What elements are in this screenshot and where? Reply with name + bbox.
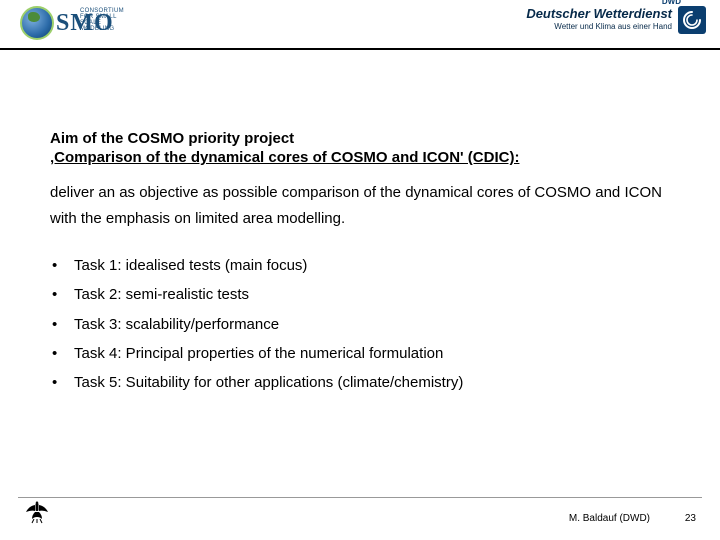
list-item: Task 3: scalability/performance [50,310,670,339]
footer-rule [18,497,702,498]
globe-icon [20,6,54,40]
list-item: Task 2: semi-realistic tests [50,280,670,309]
eagle-icon [22,497,52,532]
intro-paragraph: deliver an as objective as possible comp… [50,180,670,231]
list-item: Task 4: Principal properties of the nume… [50,339,670,368]
dwd-subtitle: Wetter und Klima aus einer Hand [526,22,672,31]
header-rule [0,48,720,50]
dwd-logo-block: DWD Deutscher Wetterdienst Wetter und Kl… [526,6,706,34]
title-line-2: ‚Comparison of the dynamical cores of CO… [50,149,670,166]
cosmo-subtitle: CONSORTIUM FOR SMALL SCALE MODELING [80,8,124,32]
slide: CONSORTIUM FOR SMALL SCALE MODELING SMO … [0,0,720,540]
title-line-1: Aim of the COSMO priority project [50,130,670,147]
footer-author: M. Baldauf (DWD) [569,513,650,524]
dwd-label: DWD [662,0,681,6]
list-item: Task 1: idealised tests (main focus) [50,251,670,280]
content: Aim of the COSMO priority project ‚Compa… [50,130,670,397]
task-list: Task 1: idealised tests (main focus) Tas… [50,251,670,397]
dwd-swirl-icon [678,6,706,34]
footer-page-number: 23 [685,513,696,524]
cosmo-logo: CONSORTIUM FOR SMALL SCALE MODELING SMO [20,6,114,40]
list-item: Task 5: Suitability for other applicatio… [50,368,670,397]
header: CONSORTIUM FOR SMALL SCALE MODELING SMO … [0,0,720,50]
dwd-title: Deutscher Wetterdienst [526,6,672,21]
